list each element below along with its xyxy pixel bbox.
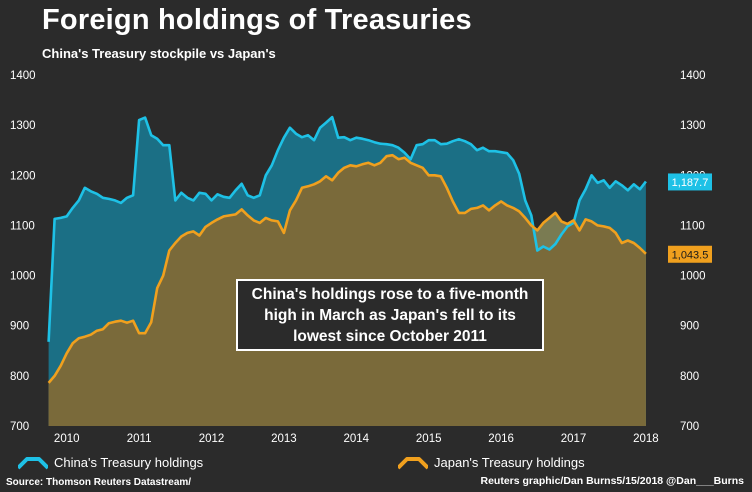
x-tick-label: 2013 bbox=[271, 433, 297, 445]
y-tick-label-right: 1400 bbox=[680, 70, 706, 82]
x-tick-label: 2015 bbox=[416, 433, 442, 445]
china-line bbox=[47, 115, 647, 342]
y-tick-label-left: 700 bbox=[10, 421, 29, 433]
chart-subtitle: China's Treasury stockpile vs Japan's bbox=[42, 46, 276, 61]
x-tick-label: 2014 bbox=[344, 433, 370, 445]
chart-annotation: China's holdings rose to a five-month hi… bbox=[236, 279, 544, 351]
source-note: Source: Thomson Reuters Datastream/ bbox=[6, 477, 192, 488]
y-tick-label-left: 1400 bbox=[10, 70, 36, 82]
chart-title: Foreign holdings of Treasuries bbox=[42, 4, 472, 36]
x-tick-label: 2012 bbox=[199, 433, 225, 445]
y-tick-label-left: 900 bbox=[10, 321, 29, 333]
y-tick-label-right: 700 bbox=[680, 421, 699, 433]
japan-end-label: 1,043.5 bbox=[672, 249, 709, 261]
legend-label-japan: Japan's Treasury holdings bbox=[434, 455, 585, 470]
y-tick-label-left: 1200 bbox=[10, 170, 36, 182]
x-tick-label: 2017 bbox=[561, 433, 587, 445]
legend-swatch-japan bbox=[396, 456, 430, 470]
y-tick-label-right: 800 bbox=[680, 371, 699, 383]
y-tick-label-right: 1300 bbox=[680, 120, 706, 132]
legend-label-china: China's Treasury holdings bbox=[54, 455, 204, 470]
y-tick-label-left: 1000 bbox=[10, 271, 36, 283]
x-tick-label: 2010 bbox=[54, 433, 80, 445]
japan-line bbox=[47, 153, 647, 384]
credit-note: Reuters graphic/Dan Burns5/15/2018 @Dan_… bbox=[480, 475, 744, 487]
x-tick-label: 2018 bbox=[633, 433, 659, 445]
china-end-label: 1,187.7 bbox=[672, 177, 709, 189]
china-end-badge bbox=[668, 173, 712, 191]
y-tick-label-left: 1100 bbox=[10, 220, 35, 232]
y-tick-label-left: 800 bbox=[10, 371, 29, 383]
y-tick-label-right: 1000 bbox=[680, 271, 706, 283]
y-tick-label-right: 900 bbox=[680, 321, 699, 333]
japan-end-badge bbox=[668, 245, 712, 263]
legend-item-japan: Japan's Treasury holdings bbox=[396, 455, 585, 470]
x-tick-label: 2011 bbox=[127, 433, 152, 445]
legend-swatch-china bbox=[16, 456, 50, 470]
legend-item-china: China's Treasury holdings bbox=[16, 455, 204, 470]
x-tick-label: 2016 bbox=[488, 433, 514, 445]
y-tick-label-right: 1100 bbox=[680, 220, 705, 232]
y-tick-label-left: 1300 bbox=[10, 120, 36, 132]
